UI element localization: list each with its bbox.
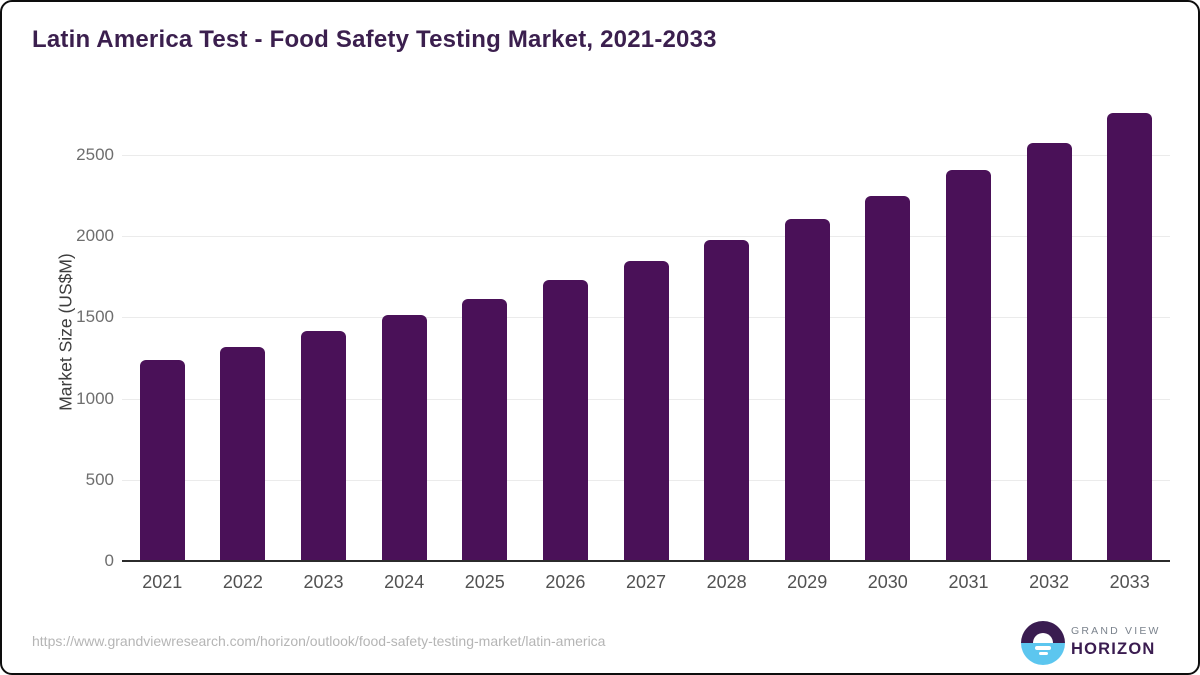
x-label-2025: 2025 xyxy=(464,572,505,592)
bar-2028[interactable] xyxy=(704,240,750,561)
x-label-2023: 2023 xyxy=(303,572,344,592)
x-label-2033: 2033 xyxy=(1109,572,1150,592)
x-label-2027: 2027 xyxy=(625,572,667,592)
source-url: https://www.grandviewresearch.com/horizo… xyxy=(32,633,606,649)
y-tick-label-2000: 2000 xyxy=(76,226,114,246)
bar-2033[interactable] xyxy=(1107,112,1153,561)
x-label-2030: 2030 xyxy=(867,572,908,592)
x-label-2024: 2024 xyxy=(384,572,425,592)
logo-grand-view-label: GRAND VIEW xyxy=(1071,625,1161,637)
y-tick-label-500: 500 xyxy=(85,469,114,489)
x-label-2022: 2022 xyxy=(222,572,263,592)
sun-reflection-stripe xyxy=(1035,646,1051,650)
bar-2023[interactable] xyxy=(301,331,346,561)
x-label-2021: 2021 xyxy=(142,572,183,592)
y-tick-label-0: 0 xyxy=(104,551,114,570)
bar-2021[interactable] xyxy=(139,360,185,561)
brand-logo-text: GRAND VIEW HORIZON xyxy=(1071,625,1161,659)
x-label-2029: 2029 xyxy=(787,572,828,592)
bar-2032[interactable] xyxy=(1026,142,1072,561)
y-tick-label-2500: 2500 xyxy=(76,145,114,164)
x-label-2028: 2028 xyxy=(706,572,747,592)
chart-title: Latin America Test - Food Safety Testing… xyxy=(32,26,717,53)
bar-2026[interactable] xyxy=(542,280,588,561)
bar-2029[interactable] xyxy=(784,219,830,561)
x-label-2026: 2026 xyxy=(545,572,586,592)
gridline-2500 xyxy=(122,155,1170,156)
brand-logo: GRAND VIEW HORIZON xyxy=(1021,621,1161,665)
sun-reflection-stripe xyxy=(1038,651,1048,655)
x-axis-line xyxy=(122,559,1170,562)
bar-2022[interactable] xyxy=(220,346,266,561)
y-tick-label-1500: 1500 xyxy=(76,307,114,327)
bar-2025[interactable] xyxy=(462,298,508,561)
x-label-2031: 2031 xyxy=(948,572,989,592)
bar-2027[interactable] xyxy=(623,261,669,561)
logo-horizon-label: HORIZON xyxy=(1071,640,1156,658)
bar-2030[interactable] xyxy=(865,195,911,561)
sun-dome-shape xyxy=(1033,633,1053,643)
x-label-2032: 2032 xyxy=(1029,572,1070,592)
gridline-2000 xyxy=(122,236,1170,238)
horizon-sun-icon xyxy=(1021,621,1065,665)
y-tick-label-1000: 1000 xyxy=(76,388,114,408)
bar-2024[interactable] xyxy=(381,315,427,561)
bar-2031[interactable] xyxy=(946,169,991,561)
